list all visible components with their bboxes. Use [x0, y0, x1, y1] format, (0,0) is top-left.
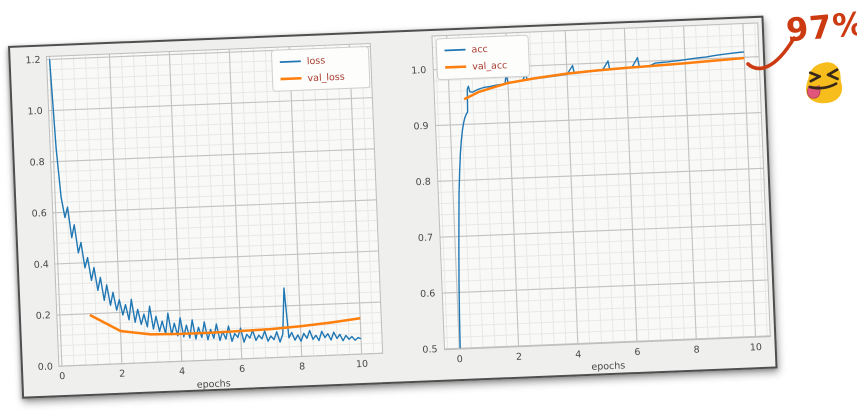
emoji-body — [806, 62, 843, 104]
svg-text:0.6: 0.6 — [420, 288, 436, 300]
svg-text:8: 8 — [299, 361, 305, 372]
svg-text:0.8: 0.8 — [29, 157, 45, 169]
svg-text:0: 0 — [59, 371, 65, 382]
accuracy-chart: 0.5 0.6 0.7 0.8 0.9 1.0 0 2 4 6 8 10 epochs acc val_ac… — [411, 22, 771, 373]
legend-label-val_loss: val_loss — [307, 72, 345, 84]
svg-text:0.8: 0.8 — [415, 177, 431, 189]
series-val_acc-line — [463, 56, 745, 101]
svg-text:1.2: 1.2 — [25, 55, 41, 67]
svg-text:8: 8 — [693, 344, 699, 355]
legend-label-acc: acc — [471, 44, 488, 56]
major-grid — [433, 23, 771, 350]
svg-text:2: 2 — [119, 369, 125, 380]
svg-text:0.6: 0.6 — [31, 208, 47, 220]
svg-text:0.9: 0.9 — [413, 121, 429, 133]
svg-text:0: 0 — [457, 354, 463, 365]
legend: loss val_loss — [271, 46, 371, 92]
legend-label-val_acc: val_acc — [472, 60, 508, 72]
squinting-tongue-out-emoji-icon — [806, 62, 843, 104]
svg-text:0.4: 0.4 — [33, 259, 49, 271]
loss-chart: 0.0 0.2 0.4 0.6 0.8 1.0 1.2 0 2 4 6 8 10 epochs loss va… — [25, 42, 384, 391]
emoji-eyes-and-mouth — [808, 68, 839, 90]
svg-text:1.0: 1.0 — [27, 106, 43, 118]
emoji-tongue — [806, 84, 821, 99]
series-val_loss-line — [89, 313, 361, 336]
svg-text:0.7: 0.7 — [418, 233, 434, 245]
svg-text:0.2: 0.2 — [36, 310, 52, 322]
legend: acc val_acc — [435, 34, 531, 81]
tick-labels: 0.5 0.6 0.7 0.8 0.9 1.0 0 2 4 6 8 10 — [411, 65, 763, 365]
svg-text:4: 4 — [179, 366, 185, 377]
svg-text:6: 6 — [239, 364, 245, 375]
training-charts: 0.0 0.2 0.4 0.6 0.8 1.0 1.2 0 2 4 6 8 10 epochs loss va… — [25, 22, 771, 391]
svg-text:10: 10 — [356, 359, 369, 370]
svg-text:0.0: 0.0 — [38, 361, 54, 373]
svg-text:6: 6 — [634, 347, 640, 358]
svg-text:0.5: 0.5 — [422, 344, 438, 356]
svg-text:1.0: 1.0 — [411, 65, 427, 77]
x-axis-label: epochs — [197, 378, 231, 390]
series-loss-line — [48, 59, 362, 343]
svg-text:10: 10 — [750, 342, 763, 353]
accuracy-annotation-text: 97% — [784, 4, 857, 50]
x-axis-label: epochs — [591, 360, 625, 372]
svg-text:4: 4 — [575, 349, 581, 360]
training-plots-panel: 0.0 0.2 0.4 0.6 0.8 1.0 1.2 0 2 4 6 8 10 epochs loss va… — [8, 15, 778, 399]
tick-labels: 0.0 0.2 0.4 0.6 0.8 1.0 1.2 0 2 4 6 8 10 — [25, 55, 369, 382]
svg-text:2: 2 — [516, 352, 522, 363]
legend-label-loss: loss — [307, 55, 326, 67]
